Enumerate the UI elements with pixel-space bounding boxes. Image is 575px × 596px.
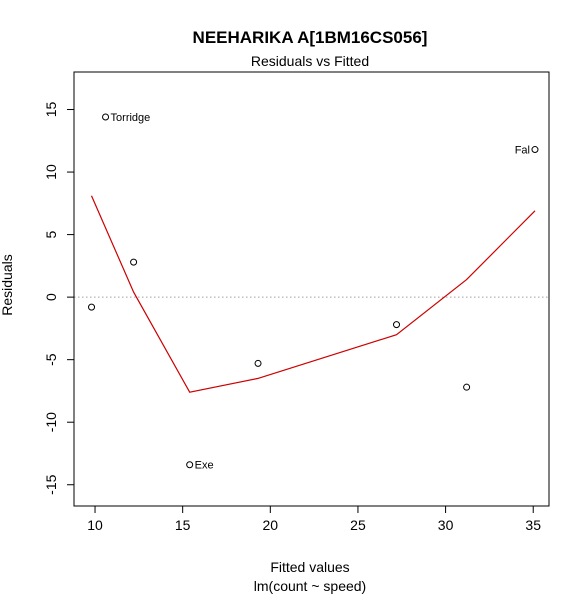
x-tick-label: 10 xyxy=(87,517,103,533)
x-tick-label: 30 xyxy=(438,517,454,533)
point-label: Fal xyxy=(515,145,530,157)
smooth-trend-line xyxy=(90,195,536,393)
y-tick-label: -10 xyxy=(43,412,59,432)
x-tick-label: 35 xyxy=(525,517,541,533)
data-point xyxy=(186,461,194,469)
y-tick-label: 15 xyxy=(43,102,59,118)
y-tick-label: -15 xyxy=(43,474,59,494)
x-tick-label: 25 xyxy=(350,517,366,533)
point-label: Exe xyxy=(195,460,214,472)
data-point xyxy=(254,359,262,367)
y-axis-label: Residuals xyxy=(0,254,15,315)
point-label: Torridge xyxy=(111,112,151,124)
x-axis-sublabel: lm(count ~ speed) xyxy=(254,578,366,594)
data-point xyxy=(130,258,138,266)
data-point xyxy=(102,113,110,121)
x-tick-label: 20 xyxy=(263,517,279,533)
data-point xyxy=(393,321,401,329)
data-point xyxy=(88,303,96,311)
x-axis-label: Fitted values xyxy=(270,559,349,575)
plot-border xyxy=(73,71,550,507)
x-tick-label: 15 xyxy=(175,517,191,533)
chart-subtitle: Residuals vs Fitted xyxy=(251,53,369,69)
y-tick-label: 5 xyxy=(43,230,59,238)
data-point xyxy=(531,146,539,154)
chart-title: NEEHARIKA A[1BM16CS056] xyxy=(193,28,428,47)
y-tick-label: 10 xyxy=(43,164,59,180)
data-point xyxy=(463,383,471,391)
y-tick-label: 0 xyxy=(43,293,59,301)
plot-area: Torridge Exe Fal 10 15 20 25 30 35 -15 -10 -5 0 5 10 15 xyxy=(43,71,550,533)
y-tick-label: -5 xyxy=(43,353,59,366)
